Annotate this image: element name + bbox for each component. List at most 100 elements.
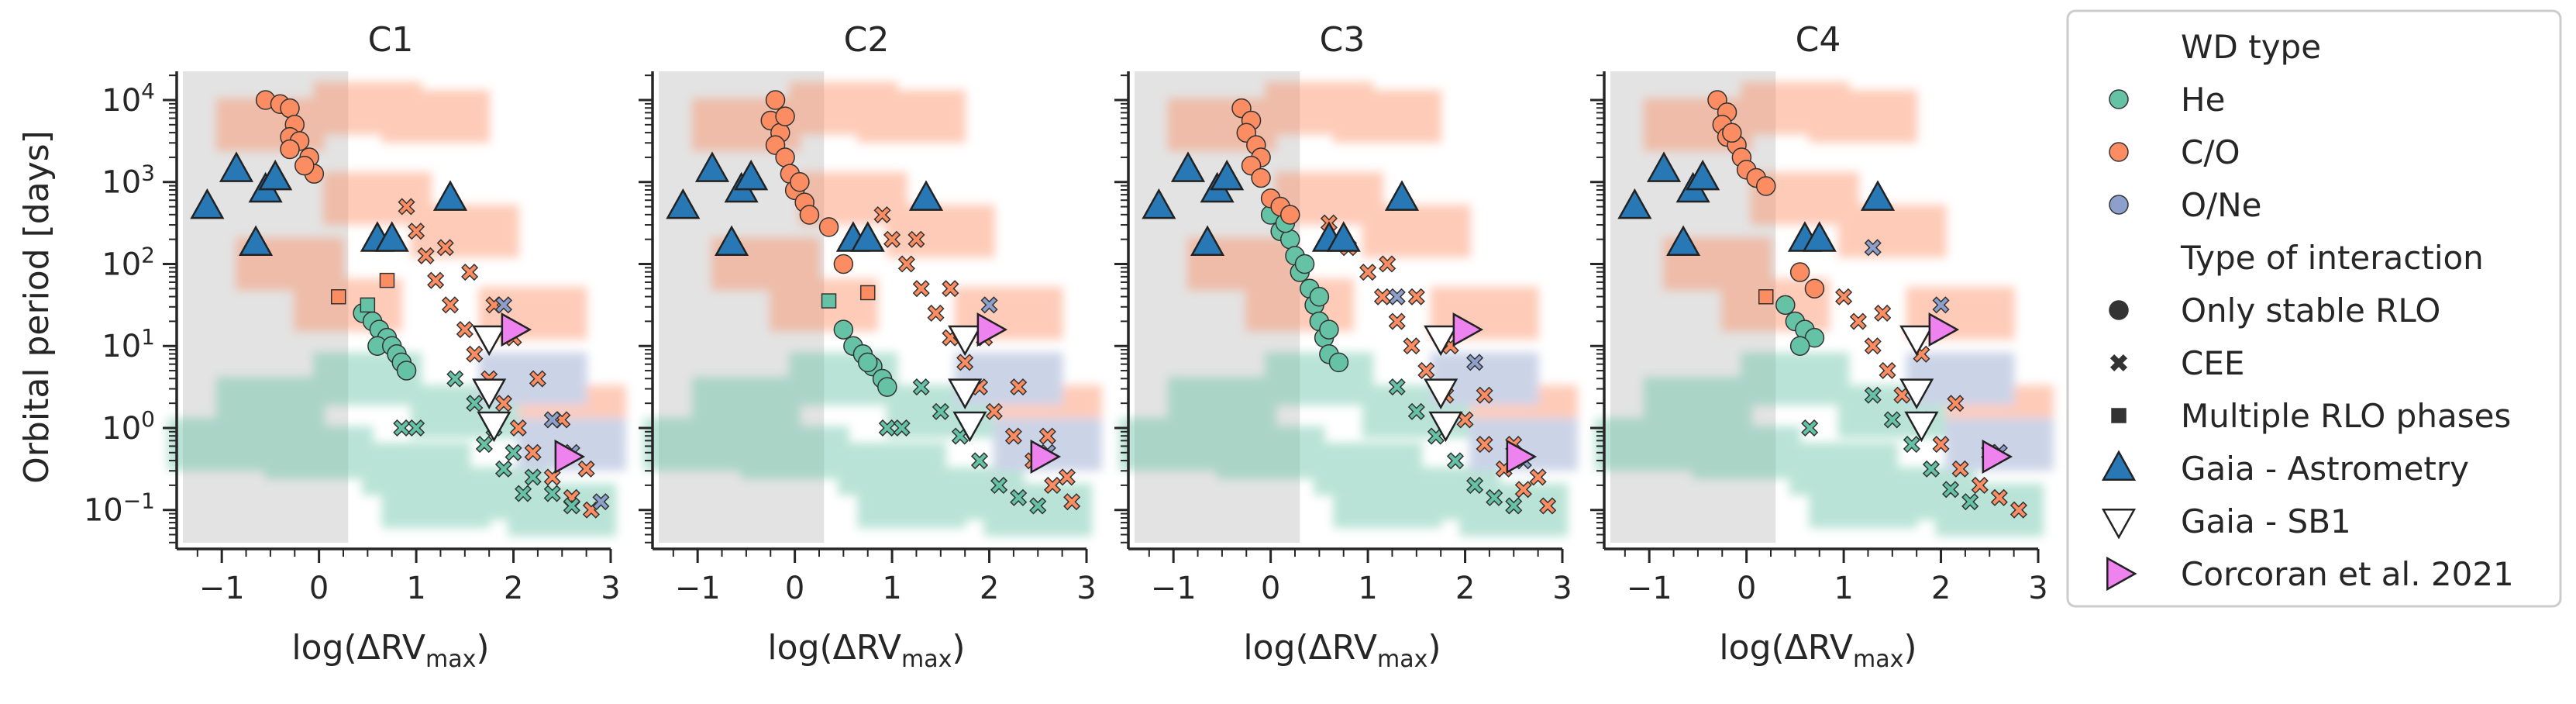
series-he-circle xyxy=(833,319,897,397)
series-c-o-circle xyxy=(1707,90,1825,299)
observed-point xyxy=(1904,411,1939,443)
legend-label: Multiple RLO phases xyxy=(2181,397,2511,435)
observed-point xyxy=(952,411,987,443)
series-he-cross xyxy=(1801,386,1979,511)
density-patch xyxy=(381,475,491,529)
data-point xyxy=(1319,319,1339,340)
observed-point xyxy=(1424,378,1458,409)
data-point xyxy=(466,345,484,363)
data-point xyxy=(396,361,417,381)
data-point xyxy=(446,370,464,388)
legend-marker-circle xyxy=(2109,142,2129,162)
density-patch xyxy=(691,377,801,430)
observed-point xyxy=(908,180,944,211)
series-he-circle xyxy=(353,303,417,381)
series-he-square xyxy=(821,293,837,309)
data-point xyxy=(1407,288,1425,305)
observed-triangle-up xyxy=(190,151,468,257)
data-point xyxy=(1529,468,1547,486)
data-point xyxy=(441,296,460,314)
data-point xyxy=(1058,468,1076,486)
observed-point xyxy=(715,225,749,257)
density-patch xyxy=(1216,426,1325,479)
density-patch xyxy=(381,90,491,143)
y-tick-label: 102 xyxy=(102,242,155,282)
legend-label: Gaia - SB1 xyxy=(2181,502,2351,540)
data-point xyxy=(494,395,513,412)
data-point xyxy=(2009,501,2027,519)
density-patch xyxy=(1265,352,1374,405)
data-point xyxy=(790,171,810,192)
series-he-cross xyxy=(878,378,1047,515)
data-point xyxy=(1990,488,2008,506)
data-point xyxy=(1951,460,1969,478)
series-c-o-square xyxy=(330,272,395,305)
data-point xyxy=(1388,312,1406,330)
data-point xyxy=(907,230,925,248)
observed-triangle-right xyxy=(976,312,1062,475)
observed-point xyxy=(1617,188,1652,219)
observed-point xyxy=(477,411,511,443)
density-patch xyxy=(410,205,519,258)
y-tick-label: 101 xyxy=(102,324,155,364)
x-tick-label: 3 xyxy=(2028,571,2047,606)
data-point xyxy=(942,280,959,298)
observed-triangle-right xyxy=(501,312,586,475)
data-point xyxy=(970,452,989,470)
observed-point xyxy=(1428,411,1463,443)
data-point xyxy=(1505,497,1523,515)
data-point xyxy=(524,468,542,486)
legend-item: Type of interaction xyxy=(2180,239,2484,277)
data-point xyxy=(1486,488,1503,506)
data-point xyxy=(775,147,795,167)
data-point xyxy=(1029,497,1047,515)
density-patch xyxy=(1809,90,1918,143)
legend-item: He xyxy=(2109,81,2225,119)
observed-triangle-down xyxy=(948,325,987,443)
x-axis-label: log(ΔRVmax) xyxy=(767,628,965,673)
legend: WD type He C/O O/Ne Type of interaction Only … xyxy=(2066,9,2562,608)
data-point xyxy=(543,468,561,486)
x-tick-label: 0 xyxy=(1261,571,1280,606)
density-patch xyxy=(1809,475,1918,529)
panel-title: C1 xyxy=(368,20,414,60)
data-point xyxy=(1379,255,1396,273)
x-tick-label: 1 xyxy=(406,571,425,606)
observed-point xyxy=(694,151,730,182)
density-patch xyxy=(215,377,325,430)
x-axis-label: log(ΔRVmax) xyxy=(291,628,489,673)
data-point xyxy=(529,370,546,388)
data-point xyxy=(859,285,876,301)
panel-title: C2 xyxy=(844,20,890,60)
data-point xyxy=(1775,295,1796,316)
data-point xyxy=(1004,427,1022,445)
data-point xyxy=(1446,452,1465,470)
data-point xyxy=(765,90,786,110)
data-point xyxy=(775,106,795,126)
y-tick-label: 10−1 xyxy=(84,488,155,529)
legend-label: Corcoran et al. 2021 xyxy=(2181,555,2514,593)
data-point xyxy=(436,239,454,257)
data-point xyxy=(1947,395,1965,412)
observed-point xyxy=(1899,378,1934,409)
data-point xyxy=(1835,288,1853,305)
observed-point xyxy=(1384,180,1420,211)
panel-c2: −1 0 1 2 3 C2 log(ΔRVmax) xyxy=(639,20,1102,673)
data-point xyxy=(990,476,1008,495)
x-tick-label: 0 xyxy=(1737,571,1756,606)
density-patch xyxy=(1167,377,1276,430)
observed-point xyxy=(190,188,225,219)
data-point xyxy=(408,223,425,240)
data-point xyxy=(494,460,513,478)
density-patch xyxy=(1333,90,1442,143)
observed-point xyxy=(258,159,293,191)
legend-label: CEE xyxy=(2181,344,2244,382)
data-point xyxy=(821,293,837,309)
data-point xyxy=(1932,436,1950,454)
x-tick-label: 3 xyxy=(1552,571,1572,606)
observed-triangle-down xyxy=(472,325,511,443)
density-patch xyxy=(264,426,374,479)
y-tick-label: 103 xyxy=(102,160,155,201)
data-point xyxy=(1010,488,1028,506)
observed-point xyxy=(472,378,507,409)
